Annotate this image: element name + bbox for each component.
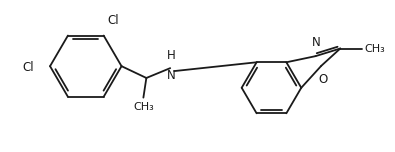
Text: H: H xyxy=(167,49,175,62)
Text: CH₃: CH₃ xyxy=(364,43,385,54)
Text: O: O xyxy=(318,73,328,86)
Text: Cl: Cl xyxy=(107,14,119,27)
Text: Cl: Cl xyxy=(23,61,34,74)
Text: N: N xyxy=(312,36,321,49)
Text: CH₃: CH₃ xyxy=(133,102,154,112)
Text: N: N xyxy=(167,69,175,82)
